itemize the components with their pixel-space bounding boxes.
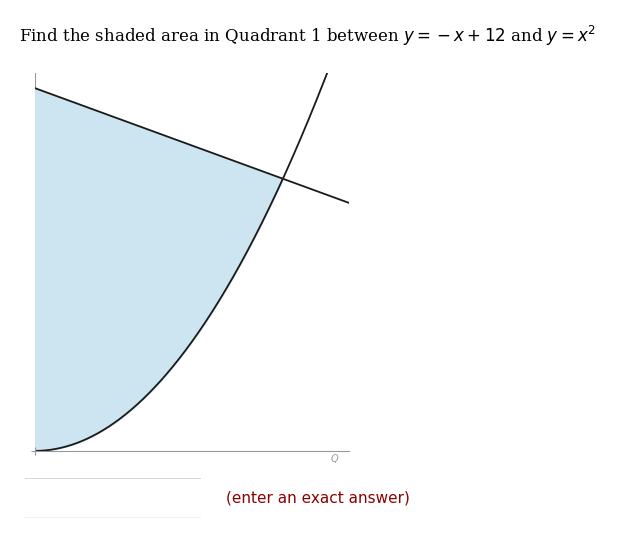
Text: Find the shaded area in Quadrant 1 between $y = -x + 12$ and $y = x^2$: Find the shaded area in Quadrant 1 betwe… — [19, 24, 596, 49]
Text: Q: Q — [331, 454, 338, 464]
Text: (enter an exact answer): (enter an exact answer) — [226, 491, 410, 505]
FancyBboxPatch shape — [18, 478, 208, 518]
